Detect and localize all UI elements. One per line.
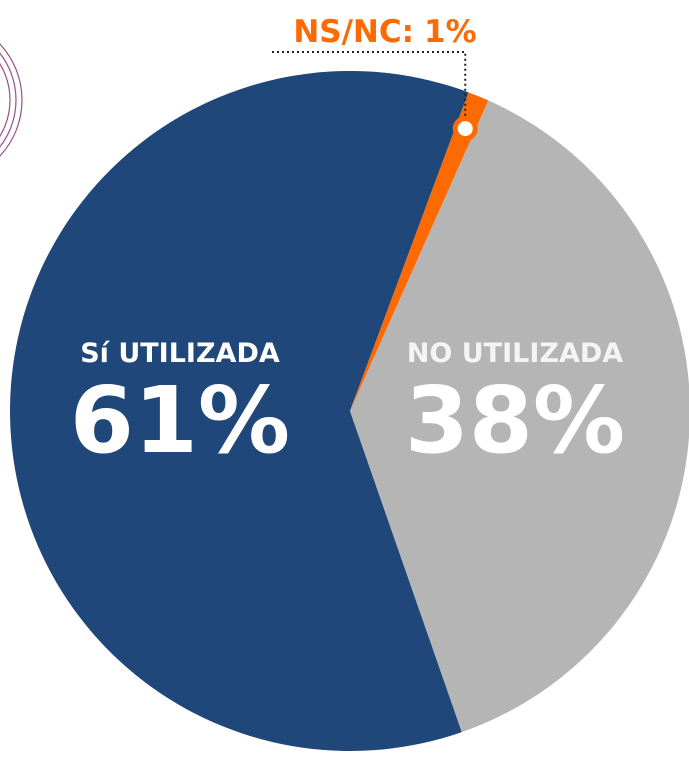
decor-ring	[0, 43, 23, 157]
decoration	[0, 43, 23, 157]
slice-label: Sí UTILIZADA	[80, 338, 280, 369]
pie-slice	[350, 92, 489, 411]
leader-dot	[452, 116, 478, 142]
callout-category: NS/NC:	[293, 14, 414, 50]
pie-slice	[350, 100, 689, 733]
callout-value: 1%	[424, 14, 477, 50]
pie	[10, 70, 689, 752]
decor-ring	[0, 62, 11, 138]
callout-label: NS/NC: 1%	[293, 14, 476, 50]
pie-slice	[10, 70, 469, 752]
slice-value-label: 61%	[70, 367, 290, 474]
slice-label: NO UTILIZADA	[407, 338, 623, 369]
decor-ring	[0, 52, 17, 148]
slice-value-label: 38%	[405, 367, 625, 474]
